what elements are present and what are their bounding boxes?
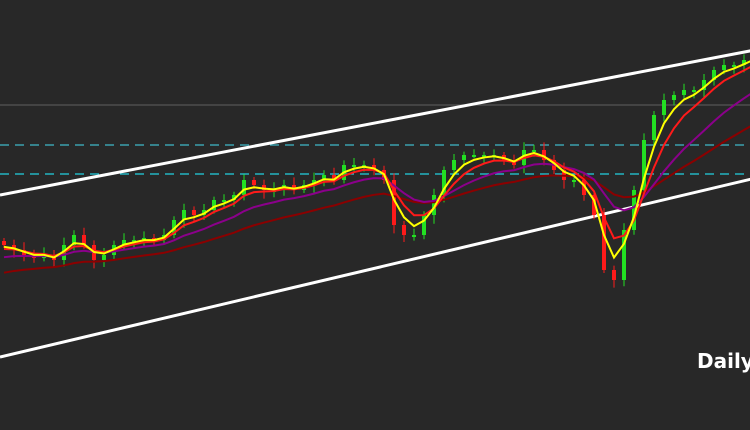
candle-body [292,185,296,190]
candle-body [412,235,416,237]
moving-average-12 [3,93,750,259]
candle-body [442,170,446,195]
candle-body [72,235,76,245]
candle-body [182,210,186,220]
candle-body [452,160,456,170]
moving-average-5 [3,66,750,258]
candle-body [102,255,106,260]
candle-body [662,100,666,115]
candle-body [692,90,696,92]
candle-body [392,180,396,225]
candle-body [192,210,196,215]
candle-body [132,240,136,242]
candle-body [462,155,466,160]
candle-body [122,240,126,245]
candle-body [432,195,436,215]
candle-body [642,140,646,190]
candle-body [402,225,406,235]
candle-body [262,185,266,190]
candle-body [212,200,216,210]
candle-body [602,215,606,270]
candle-body [592,195,596,215]
candle-body [2,241,6,245]
candle-body [652,115,656,140]
candle-body [242,180,246,195]
candle-body [222,200,226,202]
candle-body [82,235,86,245]
candle-body [702,80,706,90]
candle-body [422,215,426,235]
candle-body [472,155,476,157]
candle-body [732,65,736,67]
candle-body [682,90,686,95]
candle-body [142,238,146,240]
candle-body [152,238,156,240]
candle-body [672,95,676,100]
candle-body [582,180,586,195]
candle-body [322,175,326,180]
candle-body [612,270,616,280]
candle-body [742,60,746,65]
candle-body [542,150,546,160]
timeframe-label: Daily [697,349,750,373]
moving-average-25 [3,125,750,274]
candle-body [232,195,236,200]
candle-body [532,150,536,152]
candle-body [252,180,256,185]
candle-body [722,65,726,70]
trendline-0 [0,49,750,197]
candle-body [572,180,576,182]
moving-average-3 [3,60,750,260]
candle-body [352,165,356,167]
candle-body [632,190,636,230]
candle-body [482,155,486,157]
candle-body [332,175,336,180]
candle-body [622,230,626,280]
candle-body [712,70,716,80]
